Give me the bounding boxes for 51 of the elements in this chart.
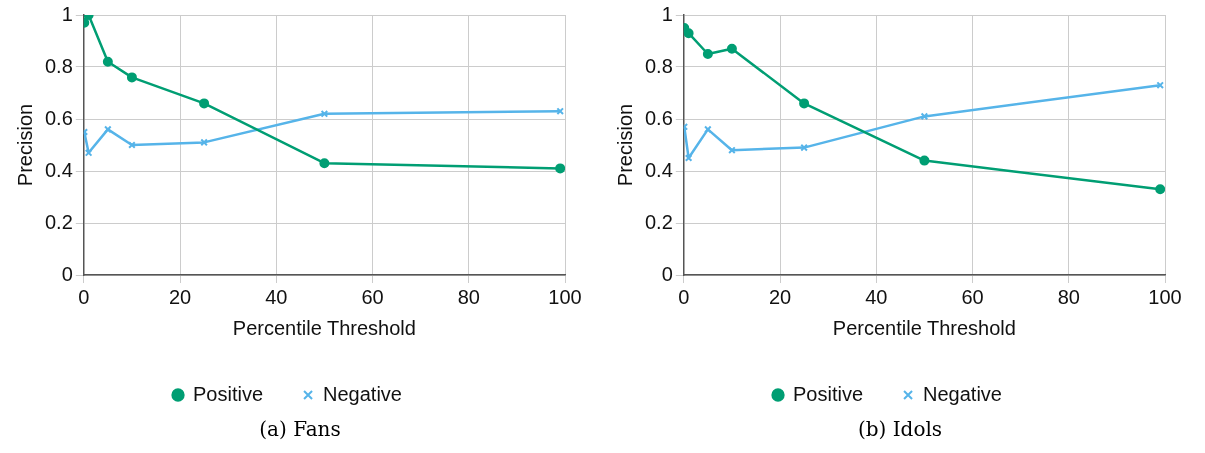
point xyxy=(702,49,713,59)
y-tick-label: 0.8 xyxy=(44,54,73,77)
x-tick-label: 0 xyxy=(678,285,690,308)
y-tick-label: 0 xyxy=(61,262,73,285)
text: (a) Fans xyxy=(259,417,341,441)
point xyxy=(319,158,330,169)
x-tick-label: 80 xyxy=(457,285,480,308)
point xyxy=(919,155,930,166)
x-tick-label: 20 xyxy=(768,285,792,308)
point xyxy=(799,98,810,109)
y-axis-title: Precision xyxy=(13,103,36,187)
point xyxy=(199,98,210,109)
x-tick-label: 100 xyxy=(548,285,582,308)
point xyxy=(920,112,929,121)
point xyxy=(126,72,137,83)
y-tick-label: 0.2 xyxy=(644,210,673,233)
y-tick-label: 0.2 xyxy=(44,210,73,233)
y-tick-label: 0.4 xyxy=(644,158,673,181)
y-tick-label: 1 xyxy=(661,2,673,25)
y-tick-label: 1 xyxy=(61,2,73,25)
x-tick-label: 40 xyxy=(865,285,888,308)
x-axis-title: Percentile Threshold xyxy=(232,316,416,339)
point xyxy=(1155,184,1165,195)
y-axis-title: Precision xyxy=(613,103,636,187)
point xyxy=(726,43,737,54)
legend-label: Positive xyxy=(793,382,864,405)
y-tick-label: 0.6 xyxy=(644,106,673,129)
point xyxy=(684,154,693,162)
y-tick-label: 0.8 xyxy=(644,54,673,77)
x-tick-label: 60 xyxy=(361,285,384,308)
point xyxy=(84,148,93,157)
x-tick-label: 60 xyxy=(961,285,984,308)
x-tick-label: 80 xyxy=(1057,285,1080,308)
legend-label: Positive xyxy=(193,382,264,405)
x-tick-label: 40 xyxy=(265,285,288,308)
y-tick-label: 0.4 xyxy=(44,158,73,181)
text: (b) Idols xyxy=(857,417,943,441)
point xyxy=(556,107,565,116)
y-tick-label: 0 xyxy=(661,262,673,285)
point xyxy=(683,28,694,39)
legend-label: Negative xyxy=(323,382,402,405)
legend-label: Negative xyxy=(923,382,1002,405)
x-axis-title: Percentile Threshold xyxy=(832,316,1016,339)
point xyxy=(320,109,329,118)
point xyxy=(1156,81,1165,90)
point xyxy=(555,163,565,174)
x-tick-label: 20 xyxy=(168,285,192,308)
y-tick-label: 0.6 xyxy=(44,106,73,129)
point xyxy=(102,56,113,67)
x-tick-label: 0 xyxy=(78,285,90,308)
x-tick-label: 100 xyxy=(1148,285,1182,308)
